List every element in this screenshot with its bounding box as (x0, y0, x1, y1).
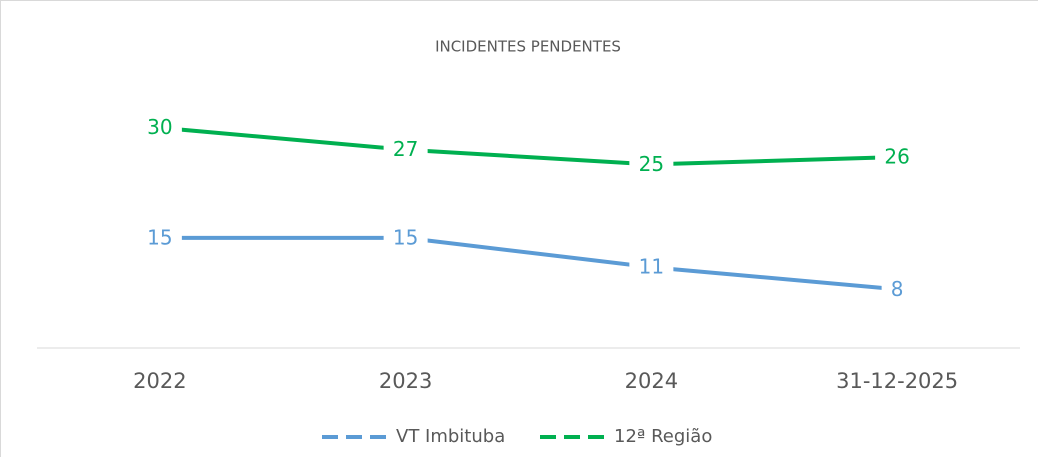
data-label: 26 (884, 145, 909, 169)
series-line (159, 235, 898, 292)
data-label-background (383, 135, 428, 164)
data-label: 25 (639, 152, 664, 176)
x-tick-label: 2022 (133, 369, 186, 393)
data-label: 11 (639, 255, 664, 279)
data-label-background (383, 223, 428, 252)
data-label-background (881, 275, 913, 304)
data-label-background (137, 113, 182, 142)
data-label: 30 (147, 115, 172, 139)
series-line (159, 125, 898, 167)
x-tick-label: 31-12-2025 (836, 369, 958, 393)
data-label-background (629, 253, 674, 282)
data-label: 8 (891, 277, 904, 301)
data-label: 27 (393, 137, 418, 161)
data-label-background (629, 150, 674, 179)
data-label: 15 (147, 225, 172, 249)
data-label-background (875, 143, 920, 172)
data-label-background (137, 223, 182, 252)
chart-title: INCIDENTES PENDENTES (435, 38, 621, 56)
data-label: 15 (393, 225, 418, 249)
legend-label: 12ª Região (614, 426, 712, 447)
x-tick-label: 2023 (379, 369, 432, 393)
legend-label: VT Imbituba (396, 426, 505, 447)
x-tick-label: 2024 (625, 369, 678, 393)
